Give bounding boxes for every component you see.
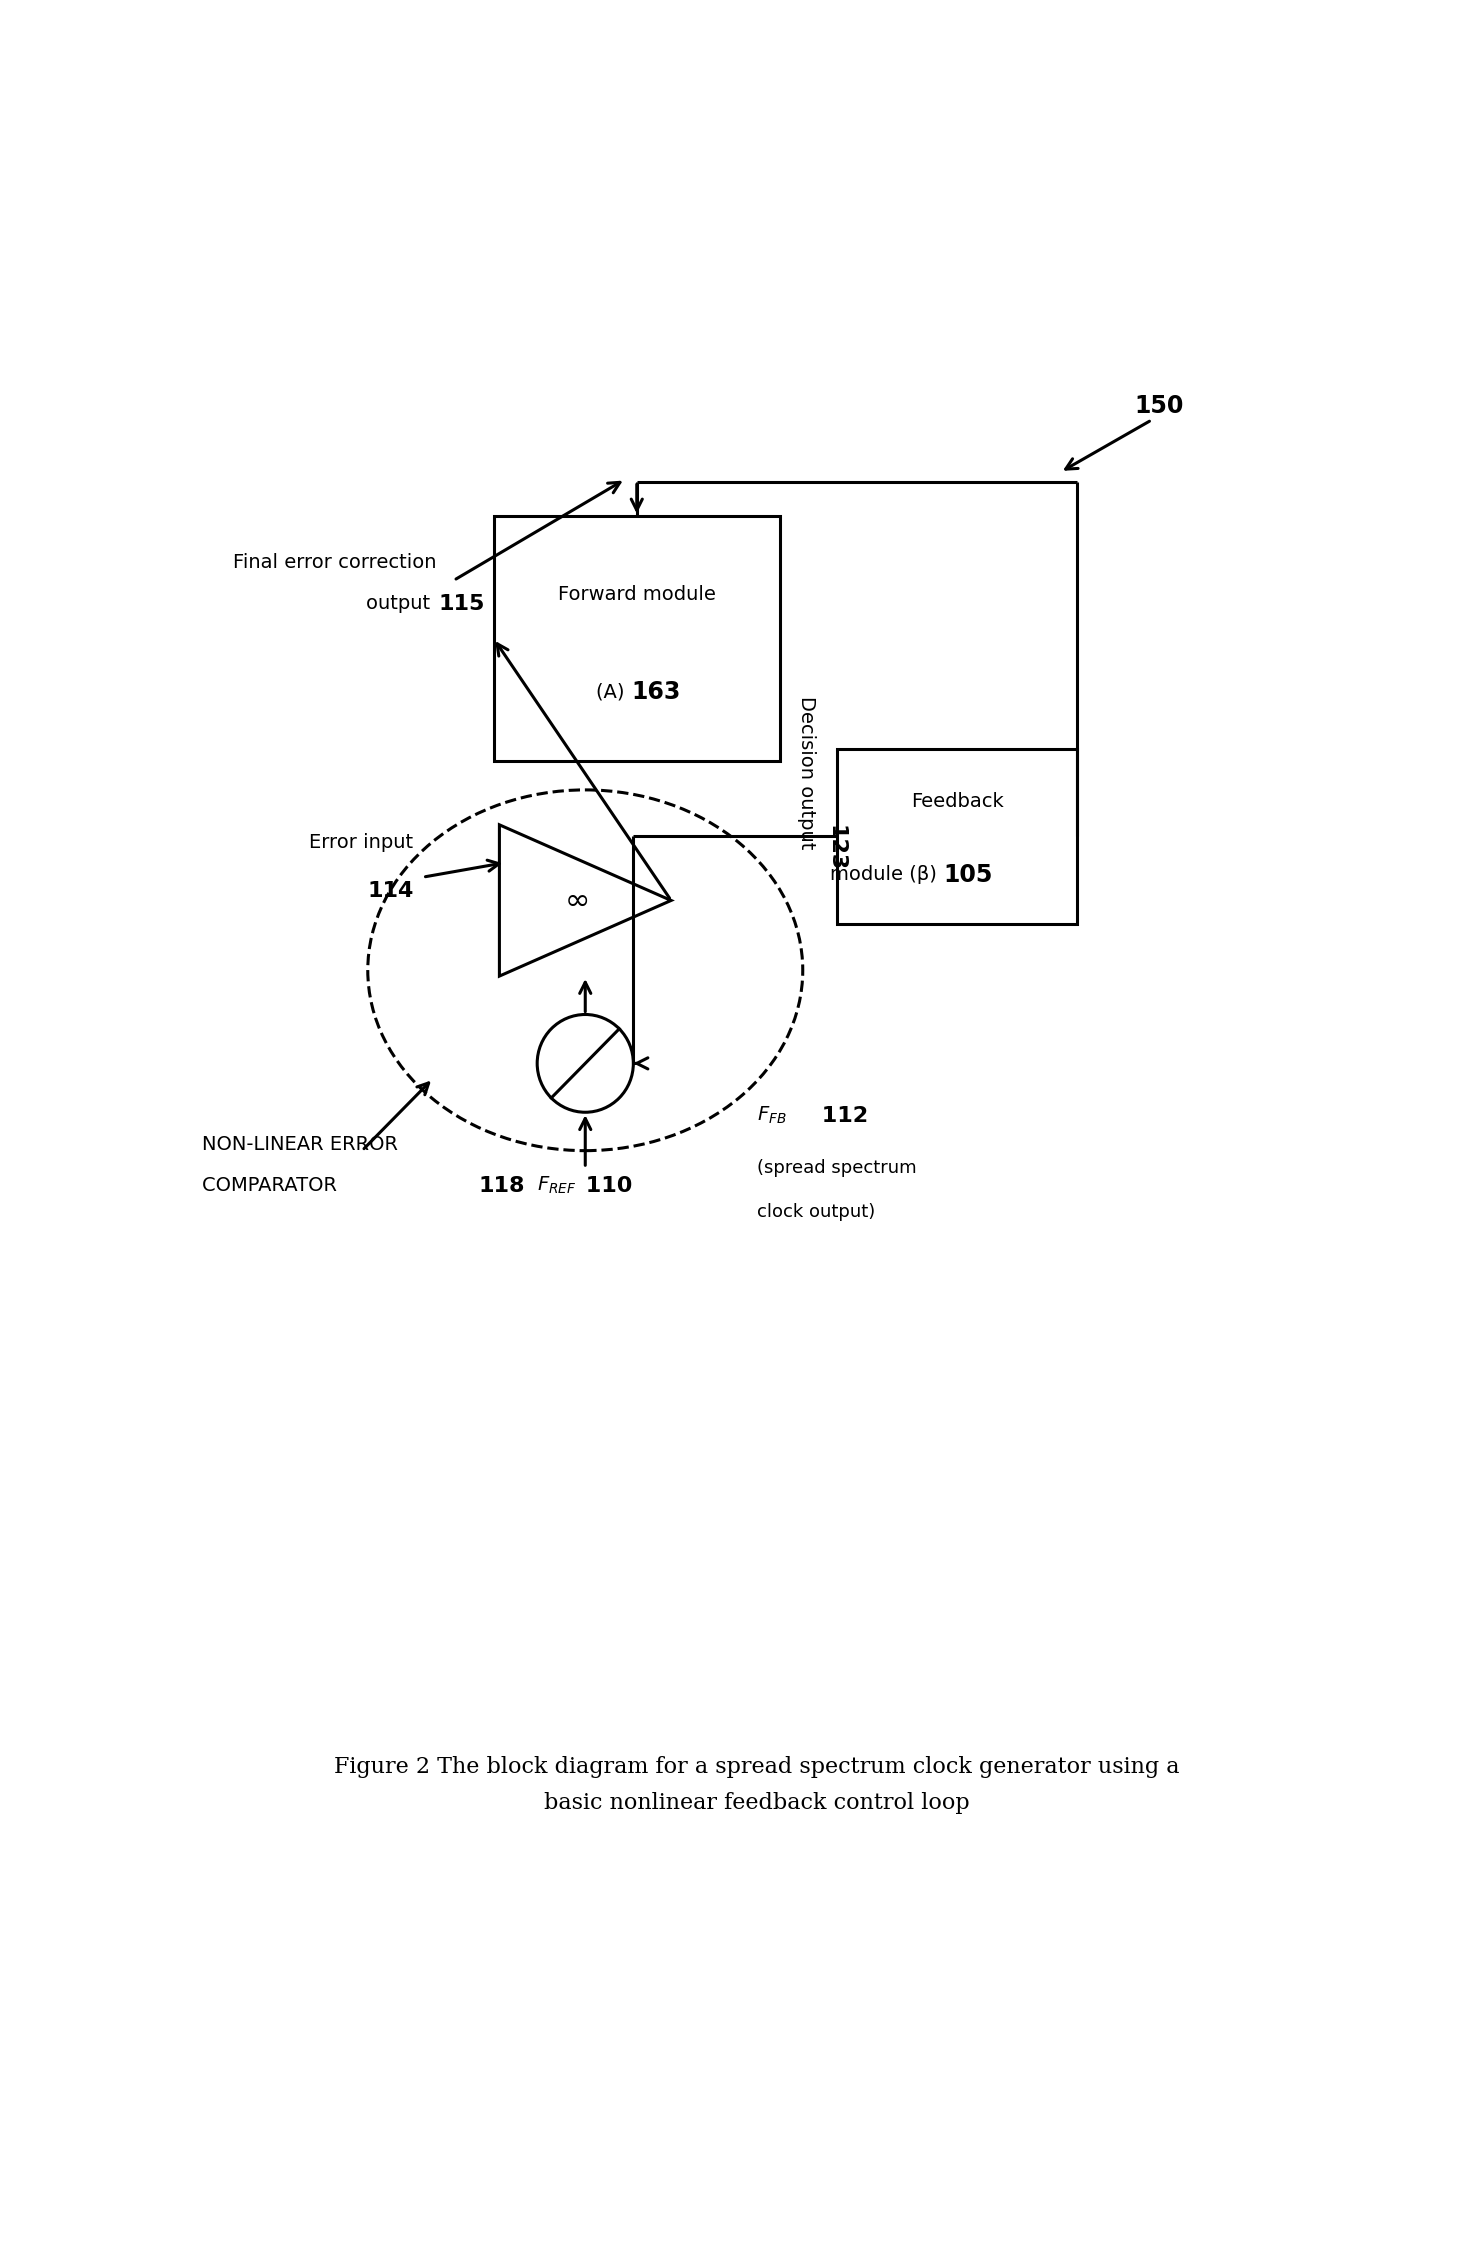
- Text: Decision output: Decision output: [798, 696, 815, 850]
- Bar: [837, 748, 1078, 923]
- Text: 150: 150: [1134, 394, 1185, 417]
- Text: (spread spectrum: (spread spectrum: [756, 1158, 917, 1177]
- Text: (A): (A): [597, 682, 631, 703]
- Text: $F_{REF}$: $F_{REF}$: [536, 1174, 576, 1197]
- Text: $\infty$: $\infty$: [564, 884, 588, 916]
- Text: Forward module: Forward module: [558, 585, 716, 603]
- Text: 105: 105: [944, 864, 993, 886]
- Text: NON-LINEAR ERROR: NON-LINEAR ERROR: [202, 1136, 397, 1154]
- Text: 114: 114: [368, 882, 414, 902]
- Text: $F_{FB}$: $F_{FB}$: [756, 1104, 787, 1127]
- Text: 163: 163: [631, 680, 681, 705]
- Text: clock output): clock output): [756, 1204, 876, 1222]
- Text: 118: 118: [479, 1177, 526, 1195]
- Text: Error input: Error input: [310, 832, 414, 852]
- Text: 112: 112: [814, 1106, 868, 1127]
- Text: COMPARATOR: COMPARATOR: [202, 1177, 343, 1195]
- Text: output: output: [366, 594, 437, 612]
- Text: 115: 115: [439, 594, 484, 614]
- Text: 123: 123: [826, 825, 846, 871]
- Text: module (β): module (β): [830, 866, 944, 884]
- Bar: [493, 517, 780, 762]
- Text: Figure 2 The block diagram for a spread spectrum clock generator using a
basic n: Figure 2 The block diagram for a spread …: [334, 1757, 1180, 1814]
- Text: 110: 110: [579, 1177, 632, 1195]
- Text: Final error correction: Final error correction: [233, 553, 437, 574]
- Text: Feedback: Feedback: [911, 791, 1004, 812]
